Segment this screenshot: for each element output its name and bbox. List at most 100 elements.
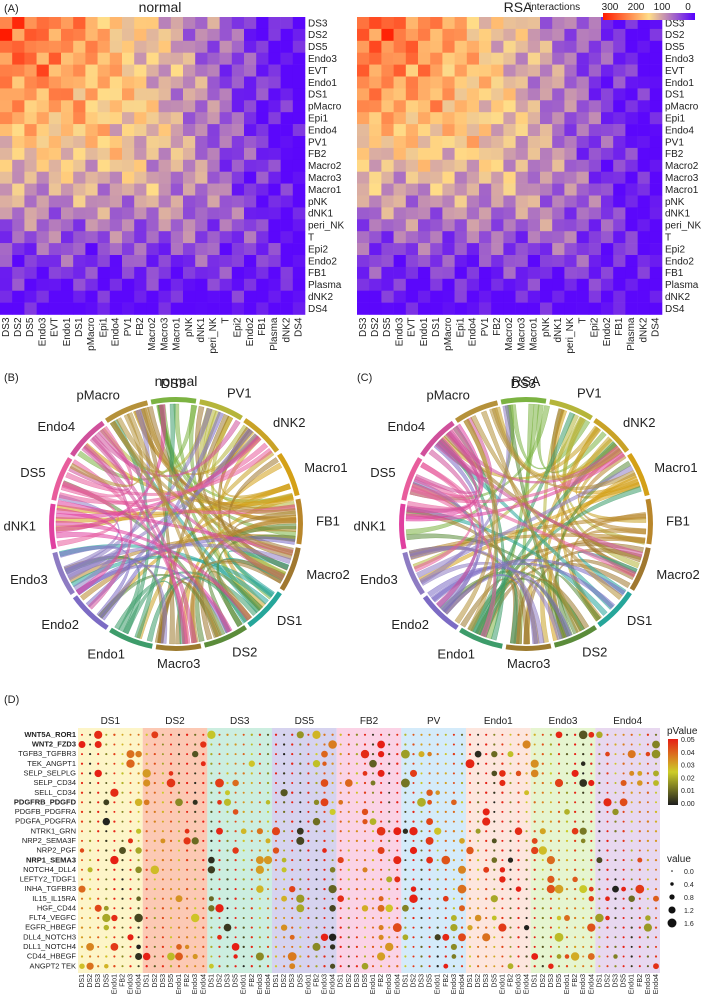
dotplot-dot	[654, 849, 658, 852]
heatmap-cell	[552, 207, 565, 220]
heatmap-col-label: FB2	[492, 317, 503, 336]
dotplot-dot	[428, 926, 431, 929]
dotplot-dot	[291, 810, 294, 813]
heatmap-cell	[393, 88, 407, 101]
heatmap-cell	[256, 124, 269, 137]
heatmap-cell	[625, 88, 638, 101]
heatmap-row-label: DS1	[308, 90, 328, 101]
dotplot-dot	[523, 924, 530, 931]
dotplot-dot	[549, 801, 552, 804]
heatmap-cell	[454, 40, 468, 53]
dotplot-dot	[153, 955, 156, 958]
heatmap-cell	[357, 124, 370, 137]
dotplot-row-label: EGFR_HBEGF	[25, 923, 76, 932]
heatmap-cell	[381, 28, 394, 42]
dotplot-dot	[477, 810, 480, 813]
heatmap-cell	[454, 171, 468, 184]
dotplot-dot	[339, 752, 342, 756]
dotplot-dot	[426, 818, 434, 826]
chord-sector-label: DS3	[161, 376, 186, 391]
heatmap-cell	[73, 171, 86, 184]
heatmap-cell	[256, 243, 269, 256]
heatmap-cell	[195, 100, 208, 113]
heatmap-cell	[430, 159, 443, 172]
dotplot-dot	[207, 730, 216, 739]
dotplot-dot	[646, 830, 649, 833]
heatmap-cell	[24, 171, 37, 184]
dotplot-dot	[137, 743, 140, 746]
dotplot-dot	[363, 916, 367, 920]
dotplot-dot	[121, 897, 124, 900]
heatmap-cell	[73, 124, 86, 137]
dotplot-dot	[307, 830, 310, 833]
heatmap-cell	[244, 76, 257, 89]
dotplot-x-tick: DS1	[208, 974, 215, 988]
heatmap-cell	[146, 17, 159, 30]
heatmap-cell	[109, 219, 123, 232]
value-legend-tick: 0.4	[684, 882, 694, 889]
heatmap-cell	[12, 195, 25, 208]
dotplot-dot	[202, 926, 205, 929]
dotplot-x-tick: Endo4	[330, 974, 337, 994]
dotplot-dot	[501, 830, 504, 833]
dotplot-dot	[183, 837, 191, 845]
heatmap-cell	[625, 100, 638, 113]
heatmap-cell	[649, 219, 663, 232]
heatmap-cell	[73, 112, 86, 125]
dotplot-dot	[412, 782, 415, 784]
dotplot-dot	[339, 849, 342, 852]
dotplot-dot	[428, 762, 431, 765]
heatmap-cell	[0, 28, 13, 42]
dotplot-dot	[509, 743, 512, 746]
heatmap-cell	[576, 266, 590, 280]
heatmap-cell	[48, 290, 62, 303]
heatmap-cell	[357, 52, 370, 65]
heatmap-cell	[576, 88, 590, 101]
dotplot-dot	[234, 888, 237, 891]
heatmap-cell	[280, 171, 294, 184]
dotplot-dot	[121, 907, 124, 910]
dotplot-dot	[654, 733, 658, 736]
chord-sector-label: PV1	[577, 386, 602, 401]
heatmap-cell	[613, 231, 626, 244]
dotplot-dot	[250, 868, 253, 871]
dotplot-dot	[234, 820, 237, 823]
dotplot-dot	[638, 743, 641, 746]
dotplot-dot	[121, 926, 124, 929]
dotplot-dot	[420, 859, 423, 862]
dotplot-dot	[250, 936, 253, 939]
dotplot-dot	[547, 875, 555, 884]
heatmap-cell	[231, 159, 245, 172]
dotplot-dot	[428, 810, 431, 813]
dotplot-dot	[129, 830, 132, 833]
dotplot-dot	[226, 772, 229, 775]
heatmap-cell	[158, 290, 172, 303]
dotplot-dot	[355, 733, 359, 736]
heatmap-cell	[442, 243, 455, 256]
dotplot-dot	[460, 955, 464, 958]
panel-label-d: (D)	[4, 694, 19, 706]
dotplot-dot	[557, 791, 561, 794]
heatmap-cell	[109, 52, 123, 65]
dotplot-dot	[361, 962, 369, 970]
dotplot-dot	[315, 936, 318, 939]
heatmap-cell	[454, 255, 468, 268]
dotplot-dot	[202, 781, 205, 785]
dotplot-dot	[320, 933, 329, 942]
dotplot-dot	[612, 808, 619, 816]
dotplot-dot	[476, 772, 480, 775]
heatmap-cell	[48, 207, 62, 220]
heatmap-cell	[491, 17, 504, 30]
chord-sector-arc	[243, 418, 280, 453]
dotplot-dot	[501, 965, 504, 968]
heatmap-cell	[158, 171, 172, 184]
dotplot-dot	[385, 942, 394, 952]
dotplot-dot	[218, 965, 221, 968]
chord-sector-arc	[455, 400, 499, 423]
chord-title-normal: normal	[155, 373, 198, 389]
heatmap-cell	[430, 76, 443, 89]
heatmap-cell	[479, 207, 492, 220]
dotplot-dot	[371, 810, 375, 813]
heatmap-cell	[357, 195, 370, 208]
dotplot-dot	[194, 936, 197, 939]
